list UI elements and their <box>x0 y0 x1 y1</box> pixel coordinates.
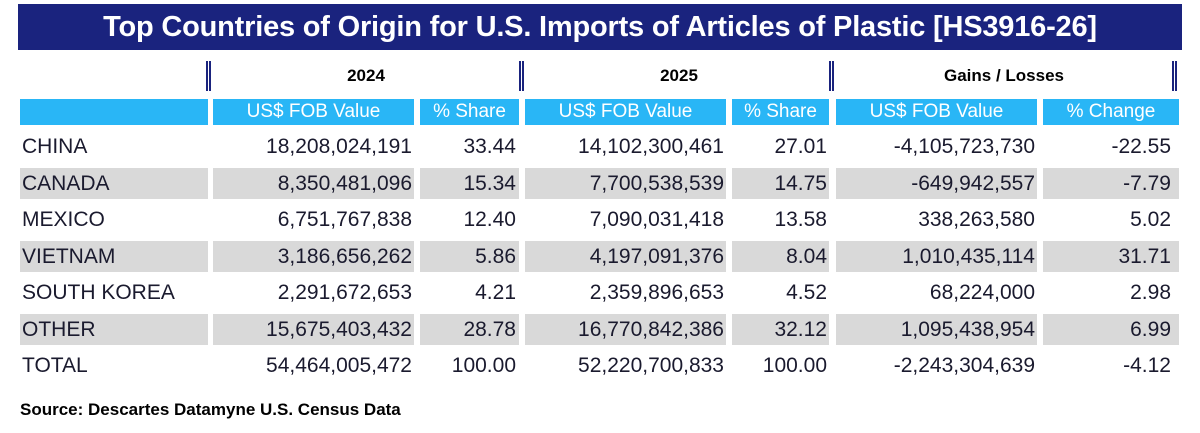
cell-share-2024: 5.86 <box>475 244 516 268</box>
column-header-change: % Change <box>1043 99 1179 125</box>
cell-share-2024: 12.40 <box>463 208 516 231</box>
cell-share-2024: 4.21 <box>475 281 516 304</box>
cell-value-2024: 6,751,767,838 <box>277 208 412 231</box>
row-shade <box>732 240 829 272</box>
row-shade <box>420 313 519 345</box>
cell-value-2024: 18,208,024,191 <box>266 135 412 158</box>
group-header-gains-losses: Gains / Losses <box>944 66 1064 85</box>
row-shade <box>836 313 1037 345</box>
column-group-row: 2024 2025 Gains / Losses <box>0 58 1200 94</box>
table-row: OTHER 15,675,403,432 28.78 16,770,842,386 32… <box>0 313 1200 345</box>
row-shade <box>732 313 829 345</box>
cell-value-2025: 2,359,896,653 <box>589 281 724 304</box>
column-header-2024-share: % Share <box>420 99 519 125</box>
cell-value-2024: 15,675,403,432 <box>266 317 412 341</box>
country-name: MEXICO <box>22 208 105 231</box>
table-row: VIETNAM 3,186,656,262 5.86 4,197,091,376 8.0… <box>0 240 1200 272</box>
cell-share-2024: 28.78 <box>463 317 516 341</box>
cell-share-2025: 100.00 <box>762 354 827 377</box>
country-name: CHINA <box>22 135 88 158</box>
country-name: OTHER <box>22 317 96 341</box>
cell-gain-value: 1,095,438,954 <box>900 317 1035 341</box>
cell-change-pct: -4.12 <box>1123 354 1171 377</box>
cell-gain-value: -2,243,304,639 <box>893 354 1035 377</box>
cell-change-pct: -7.79 <box>1123 171 1171 195</box>
country-name: VIETNAM <box>22 244 116 268</box>
cell-change-pct: -22.55 <box>1111 135 1171 158</box>
cell-change-pct: 5.02 <box>1130 208 1171 231</box>
row-shade <box>1043 313 1179 345</box>
cell-share-2025: 32.12 <box>774 317 827 341</box>
row-shade <box>1043 240 1179 272</box>
row-shade <box>213 240 414 272</box>
cell-share-2024: 100.00 <box>451 354 516 377</box>
header-blank-cell <box>20 99 208 125</box>
cell-value-2025: 7,700,538,539 <box>589 171 724 195</box>
row-shade <box>20 313 208 345</box>
table-row: CANADA 8,350,481,096 15.34 7,700,538,539 14.… <box>0 167 1200 199</box>
cell-value-2024: 3,186,656,262 <box>277 244 412 268</box>
row-shade <box>1043 167 1179 199</box>
row-shade <box>836 240 1037 272</box>
cell-value-2024: 2,291,672,653 <box>277 281 412 304</box>
row-shade <box>213 167 414 199</box>
row-shade <box>213 313 414 345</box>
table-row: MEXICO 6,751,767,838 12.40 7,090,031,418 13.… <box>0 204 1200 235</box>
group-divider <box>1172 61 1177 91</box>
source-note: Source: Descartes Datamyne U.S. Census D… <box>20 400 401 419</box>
group-divider <box>519 61 524 91</box>
cell-value-2024: 8,350,481,096 <box>277 171 412 195</box>
cell-change-pct: 31.71 <box>1118 244 1171 268</box>
country-name: SOUTH KOREA <box>22 281 175 304</box>
cell-gain-value: 338,263,580 <box>918 208 1035 231</box>
cell-change-pct: 2.98 <box>1130 281 1171 304</box>
column-header-2024-value: US$ FOB Value <box>213 99 414 125</box>
country-name: TOTAL <box>22 354 88 377</box>
cell-share-2025: 4.52 <box>786 281 827 304</box>
group-header-2024: 2024 <box>347 66 385 85</box>
cell-gain-value: 1,010,435,114 <box>902 244 1035 268</box>
cell-share-2024: 33.44 <box>463 135 516 158</box>
column-header-row: US$ FOB Value % Share US$ FOB Value % Sh… <box>0 99 1200 125</box>
group-divider <box>206 61 211 91</box>
country-name: CANADA <box>22 171 110 195</box>
row-shade <box>20 167 208 199</box>
row-shade <box>525 313 726 345</box>
row-shade <box>420 240 519 272</box>
cell-change-pct: 6.99 <box>1130 317 1171 341</box>
cell-gain-value: -649,942,557 <box>911 171 1035 195</box>
cell-share-2025: 27.01 <box>774 135 827 158</box>
cell-gain-value: -4,105,723,730 <box>893 135 1035 158</box>
cell-share-2025: 13.58 <box>774 208 827 231</box>
chart-title: Top Countries of Origin for U.S. Imports… <box>18 4 1182 50</box>
column-header-2025-share: % Share <box>732 99 829 125</box>
cell-value-2025: 7,090,031,418 <box>589 208 724 231</box>
row-shade <box>525 240 726 272</box>
row-shade <box>20 240 208 272</box>
group-divider <box>829 61 834 91</box>
cell-value-2025: 14,102,300,461 <box>578 135 724 158</box>
cell-share-2024: 15.34 <box>463 171 516 195</box>
cell-gain-value: 68,224,000 <box>929 281 1035 304</box>
group-header-2025: 2025 <box>660 66 698 85</box>
row-shade <box>836 167 1037 199</box>
cell-value-2025: 4,197,091,376 <box>589 244 724 268</box>
cell-share-2025: 14.75 <box>774 171 827 195</box>
table-row: CHINA 18,208,024,191 33.44 14,102,300,461 27… <box>0 131 1200 162</box>
row-shade <box>420 167 519 199</box>
cell-value-2025: 52,220,700,833 <box>578 354 724 377</box>
column-header-2025-value: US$ FOB Value <box>525 99 726 125</box>
row-shade <box>732 167 829 199</box>
cell-value-2024: 54,464,005,472 <box>266 354 412 377</box>
cell-share-2025: 8.04 <box>786 244 827 268</box>
cell-value-2025: 16,770,842,386 <box>578 317 724 341</box>
table-row: SOUTH KOREA 2,291,672,653 4.21 2,359,896,65… <box>0 277 1200 308</box>
column-header-gain-value: US$ FOB Value <box>836 99 1037 125</box>
table-row: TOTAL 54,464,005,472 100.00 52,220,700,833 1… <box>0 350 1200 381</box>
row-shade <box>525 167 726 199</box>
